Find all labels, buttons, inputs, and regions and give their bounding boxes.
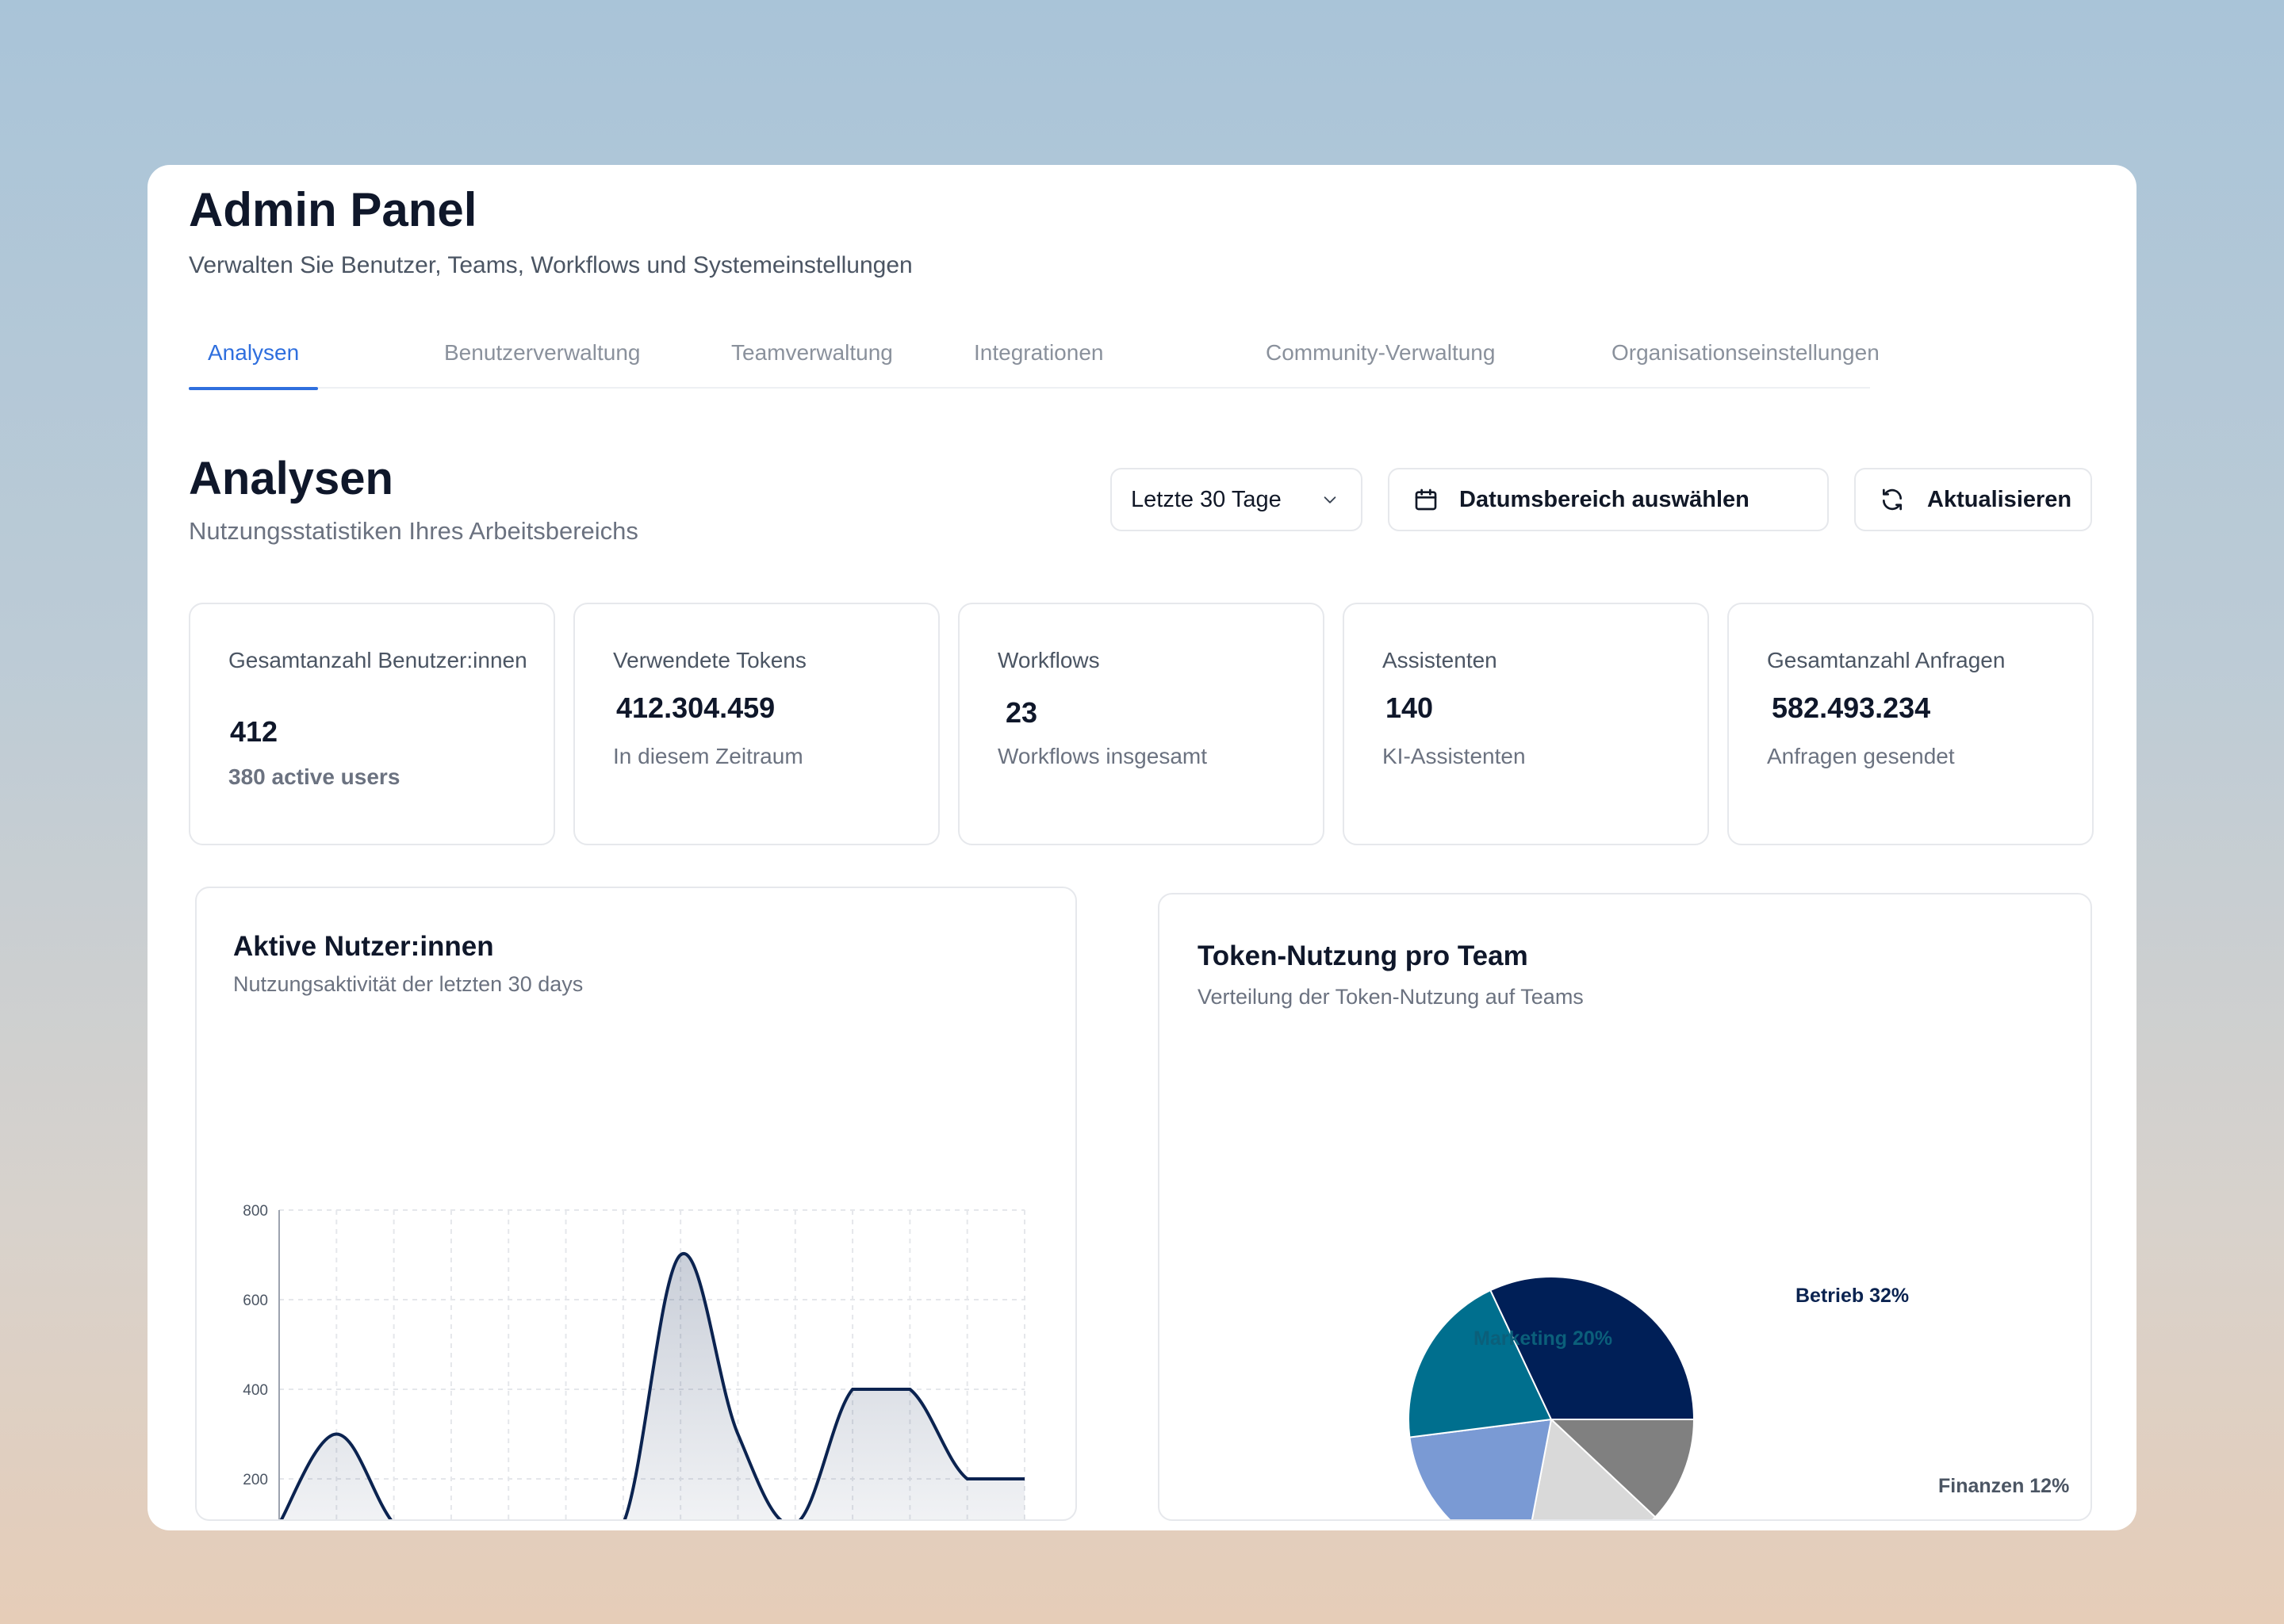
series-line [279, 1251, 1025, 1519]
stat-card-users: Gesamtanzahl Benutzer:innen 412 380 acti… [189, 603, 555, 845]
area-fill [282, 1253, 1025, 1519]
stat-card-assistants: Assistenten 140 KI-Assistenten [1343, 603, 1709, 845]
tab-community-verwaltung[interactable]: Community-Verwaltung [1266, 340, 1496, 365]
tab-bar: Analysen Benutzerverwaltung Teamverwaltu… [188, 340, 1880, 390]
pie-slice [1549, 1419, 1696, 1519]
date-range-label: Datumsbereich auswählen [1459, 486, 1749, 512]
tab-organisationseinstellungen[interactable]: Organisationseinstellungen [1611, 340, 1880, 365]
pie-label: Betrieb 32% [1795, 1285, 1909, 1307]
chart-subtitle: Nutzungsaktivität der letzten 30 days [233, 972, 584, 996]
range-select-value: Letzte 30 Tage [1131, 486, 1282, 512]
page-title: Admin Panel [189, 183, 477, 236]
stat-label: Workflows [998, 648, 1100, 672]
stat-label: Gesamtanzahl Benutzer:innen [228, 648, 527, 672]
stat-value: 412.304.459 [616, 691, 776, 724]
refresh-button[interactable]: Aktualisieren [1854, 468, 2092, 531]
stat-card-workflows: Workflows 23 Workflows insgesamt [958, 603, 1324, 845]
chart-title: Token-Nutzung pro Team [1198, 940, 1528, 971]
page-subtitle: Verwalten Sie Benutzer, Teams, Workflows… [189, 252, 913, 278]
pie-slice [1408, 1418, 1553, 1519]
stat-note: KI-Assistenten [1382, 744, 1526, 768]
refresh-label: Aktualisieren [1927, 486, 2072, 512]
pie-slice [1531, 1418, 1657, 1519]
active-users-card: Aktive Nutzer:innen Nutzungsaktivität de… [195, 887, 1077, 1521]
stat-value: 582.493.234 [1772, 691, 1931, 724]
admin-panel: Admin Panel Verwalten Sie Benutzer, Team… [148, 165, 2136, 1530]
stat-note: Workflows insgesamt [998, 744, 1208, 768]
chevron-down-icon [1324, 496, 1336, 504]
stat-note: In diesem Zeitraum [613, 744, 803, 768]
stat-card-requests: Gesamtanzahl Anfragen 582.493.234 Anfrag… [1727, 603, 2094, 845]
tab-integrationen[interactable]: Integrationen [974, 340, 1104, 365]
y-tick-label: 800 [243, 1203, 268, 1220]
pie-slice [1408, 1289, 1553, 1438]
y-tick-label: 200 [243, 1472, 268, 1488]
pie-label: Finanzen 12% [1938, 1475, 2069, 1497]
tab-teamverwaltung[interactable]: Teamverwaltung [731, 340, 893, 365]
calendar-icon [1415, 488, 1437, 511]
stat-label: Verwendete Tokens [613, 648, 807, 672]
pie-slice [1489, 1276, 1696, 1420]
stat-note: 380 active users [228, 764, 400, 789]
stat-label: Gesamtanzahl Anfragen [1767, 648, 2006, 672]
pie-label: HR 20% [1569, 1518, 1642, 1519]
stat-value: 23 [1006, 696, 1038, 729]
pie-label: Marketing 20% [1473, 1327, 1612, 1350]
date-range-button[interactable]: Datumsbereich auswählen [1388, 468, 1829, 531]
refresh-icon [1883, 488, 1902, 511]
stat-value: 412 [230, 715, 278, 748]
tab-analysen[interactable]: Analysen [188, 341, 319, 390]
y-tick-label: 600 [243, 1293, 268, 1309]
token-usage-pie-chart: Betrieb 32%Finanzen 12%Vertrieb 16%HR 20… [1408, 1276, 2069, 1519]
stat-note: Anfragen gesendet [1767, 744, 1955, 768]
stat-value: 140 [1385, 691, 1434, 724]
stat-label: Assistenten [1382, 648, 1497, 672]
tab-benutzerverwaltung[interactable]: Benutzerverwaltung [444, 340, 641, 365]
chart-title: Aktive Nutzer:innen [233, 931, 494, 962]
active-users-line-chart: 0200400600800Feb 2Feb 3Feb 4Feb 5Feb 6Fe… [243, 1203, 1025, 1519]
y-tick-label: 400 [243, 1382, 268, 1399]
section-subtitle: Nutzungsstatistiken Ihres Arbeitsbereich… [189, 517, 638, 545]
chart-subtitle: Verteilung der Token-Nutzung auf Teams [1198, 985, 1584, 1009]
token-usage-card: Token-Nutzung pro Team Verteilung der To… [1158, 893, 2092, 1521]
range-select[interactable]: Letzte 30 Tage [1110, 468, 1362, 531]
section-title: Analysen [189, 453, 393, 504]
stat-card-tokens: Verwendete Tokens 412.304.459 In diesem … [573, 603, 940, 845]
